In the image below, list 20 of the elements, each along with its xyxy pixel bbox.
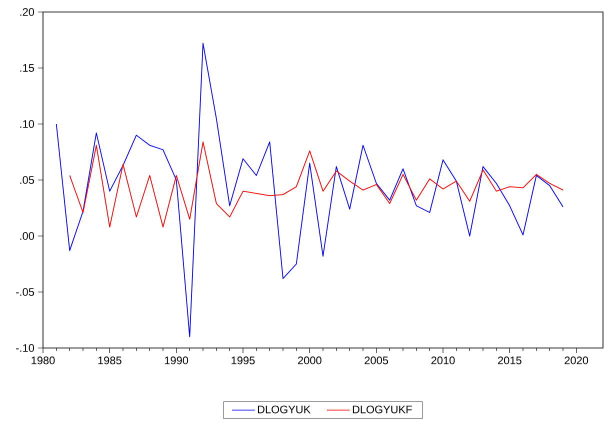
line-series (56, 42, 564, 338)
x-tick-label: 2005 (364, 356, 388, 364)
legend-label: DLOGYUK (258, 406, 311, 414)
x-tick-label: 1985 (98, 356, 122, 364)
x-tick-label: 2015 (498, 356, 522, 364)
y-tick-label: .20 (20, 8, 34, 16)
y-tick-label: -.05 (16, 288, 34, 296)
legend-label: DLOGYUKF (352, 406, 412, 414)
x-tick-label: 2010 (431, 356, 455, 364)
x-tick-label: 2000 (298, 356, 322, 364)
x-tick-label: 1980 (32, 356, 55, 364)
x-tick-label: 1995 (232, 356, 255, 364)
line-series (69, 141, 564, 228)
y-tick-label: .15 (20, 64, 34, 72)
y-tick-label: .10 (20, 120, 34, 128)
y-tick-label: -.10 (16, 344, 34, 352)
x-tick-label: 2020 (564, 356, 588, 364)
y-tick-label: .00 (20, 232, 34, 240)
y-tick-label: .05 (20, 176, 34, 184)
x-tick-label: 1990 (164, 356, 188, 364)
